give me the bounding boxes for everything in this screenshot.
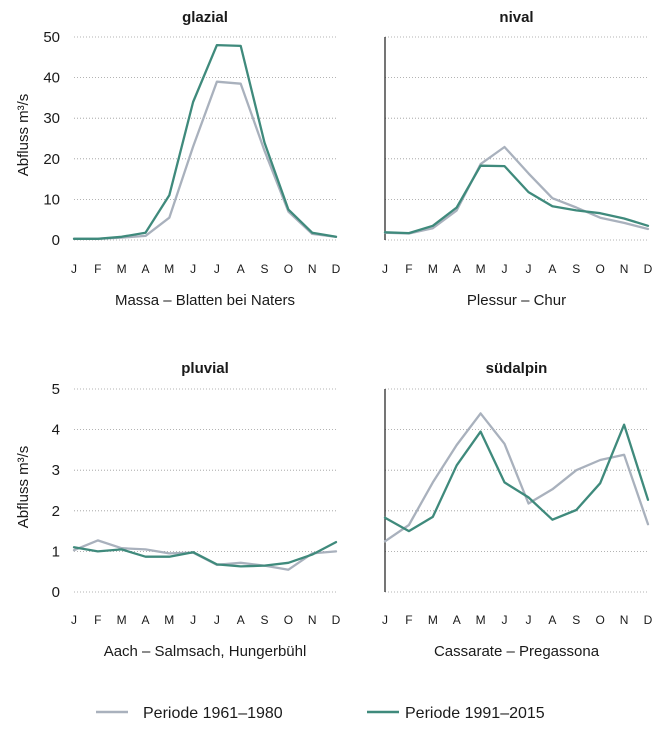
panel-caption: Aach – Salmsach, Hungerbühl [104, 643, 307, 660]
x-tick-label: N [620, 613, 629, 627]
x-tick-label: J [525, 613, 531, 627]
x-tick-label: J [525, 262, 531, 276]
x-tick-label: M [476, 262, 486, 276]
series-line-series-b [383, 164, 650, 235]
x-tick-label: J [502, 262, 508, 276]
x-tick-label: N [620, 262, 629, 276]
series-line-series-a [383, 145, 650, 235]
x-tick-label: O [596, 262, 605, 276]
panel-caption: Plessur – Chur [467, 292, 566, 309]
x-tick-label: D [644, 613, 653, 627]
x-tick-label: M [428, 262, 438, 276]
x-tick-label: M [117, 262, 127, 276]
x-tick-label: J [382, 613, 388, 627]
x-tick-label: M [428, 613, 438, 627]
x-tick-label: S [261, 613, 269, 627]
x-tick-label: S [261, 262, 269, 276]
x-tick-label: J [382, 262, 388, 276]
y-tick-label: 4 [52, 422, 60, 439]
series-line-series-b [72, 43, 338, 240]
panel-caption: Massa – Blatten bei Naters [115, 292, 295, 309]
x-tick-label: F [94, 613, 101, 627]
x-tick-label: A [237, 262, 245, 276]
x-tick-label: F [405, 613, 412, 627]
panel-title: südalpin [486, 360, 548, 377]
series-line-series-b [72, 540, 338, 568]
series-line-series-a [72, 80, 338, 240]
series-line-series-b [383, 423, 650, 533]
x-tick-label: M [117, 613, 127, 627]
x-tick-label: O [284, 613, 293, 627]
x-tick-label: D [332, 262, 341, 276]
x-tick-label: D [332, 613, 341, 627]
x-tick-label: J [190, 613, 196, 627]
x-tick-label: O [284, 262, 293, 276]
x-tick-label: J [502, 613, 508, 627]
x-tick-label: A [453, 613, 461, 627]
x-tick-label: J [71, 262, 77, 276]
x-tick-label: D [644, 262, 653, 276]
y-tick-label: 1 [52, 543, 60, 560]
y-tick-label: 40 [43, 70, 60, 87]
x-tick-label: M [164, 262, 174, 276]
y-tick-label: 50 [43, 29, 60, 46]
x-tick-label: A [141, 262, 149, 276]
x-tick-label: O [596, 613, 605, 627]
x-tick-label: A [237, 613, 245, 627]
x-tick-label: F [405, 262, 412, 276]
x-tick-label: N [308, 262, 317, 276]
y-tick-label: 20 [43, 151, 60, 168]
x-tick-label: A [141, 613, 149, 627]
x-tick-label: A [548, 262, 556, 276]
y-tick-label: 3 [52, 462, 60, 479]
panel-title: glazial [182, 9, 228, 26]
x-tick-label: J [214, 613, 220, 627]
panel-title: nival [499, 9, 533, 26]
x-tick-label: A [453, 262, 461, 276]
x-tick-label: J [214, 262, 220, 276]
x-tick-label: S [572, 262, 580, 276]
legend-label-series-a: Periode 1961–1980 [143, 705, 283, 722]
y-tick-label: 5 [52, 381, 60, 398]
y-tick-label: 30 [43, 110, 60, 127]
x-tick-label: J [71, 613, 77, 627]
y-tick-label: 10 [43, 191, 60, 208]
y-axis-label: Abfluss m³/s [15, 446, 32, 529]
legend: Periode 1961–1980 Periode 1991–2015 [96, 705, 545, 722]
panel-caption: Cassarate – Pregassona [434, 643, 600, 660]
x-tick-label: J [190, 262, 196, 276]
panel-title: pluvial [181, 360, 229, 377]
x-tick-label: A [548, 613, 556, 627]
x-tick-label: S [572, 613, 580, 627]
y-tick-label: 2 [52, 503, 60, 520]
series-line-series-a [72, 539, 338, 571]
x-tick-label: N [308, 613, 317, 627]
y-tick-label: 0 [52, 584, 60, 601]
x-tick-label: M [476, 613, 486, 627]
y-tick-label: 0 [52, 232, 60, 249]
legend-label-series-b: Periode 1991–2015 [405, 705, 545, 722]
x-tick-label: M [164, 613, 174, 627]
y-axis-label: Abfluss m³/s [15, 94, 32, 177]
series-line-series-a [383, 412, 650, 543]
x-tick-label: F [94, 262, 101, 276]
